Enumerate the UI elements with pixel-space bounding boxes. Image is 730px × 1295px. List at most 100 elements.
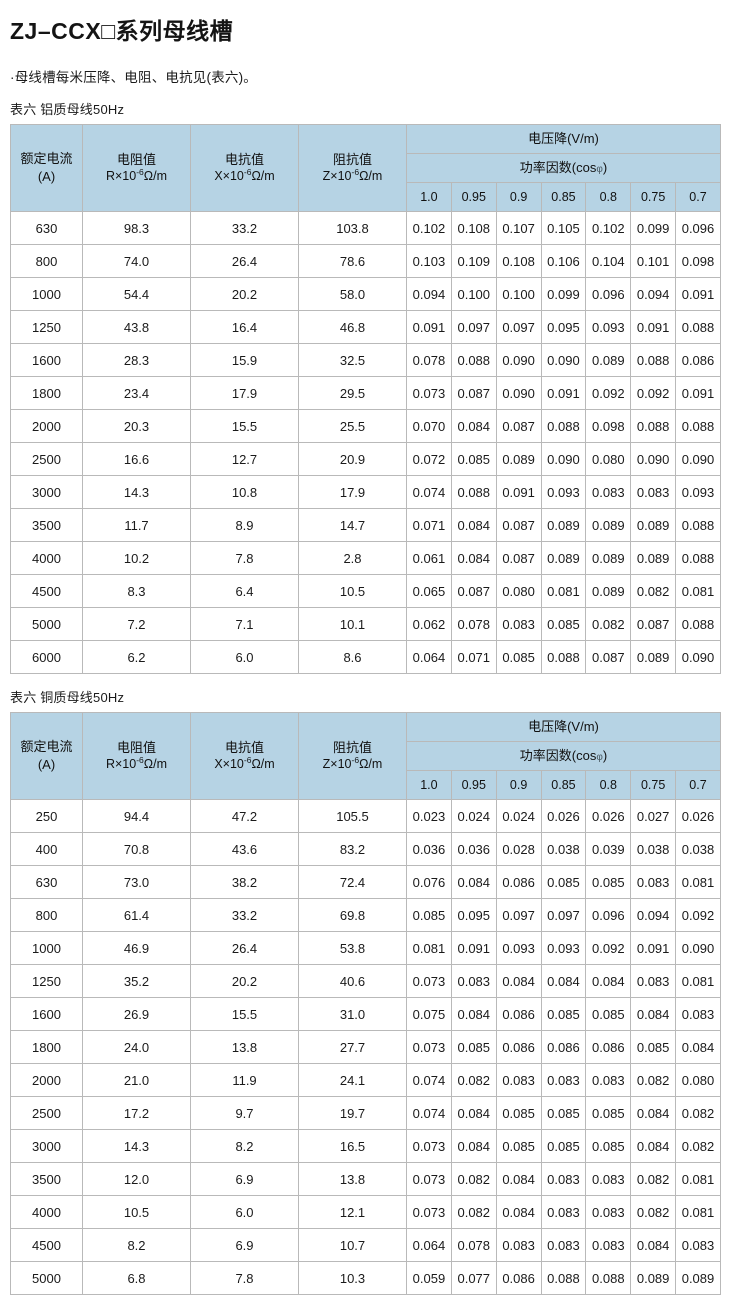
unit-suffix: Ω/m [143,169,168,184]
cell-rated-current: 1600 [10,997,83,1031]
cell-voltage-drop-pf-3: 0.084 [495,964,542,998]
cell-voltage-drop-pf-4: 0.085 [540,1129,587,1163]
cell-voltage-drop-pf-3: 0.028 [495,832,542,866]
cell-resistance: 21.0 [82,1063,191,1097]
phi-symbol: φ [596,752,603,764]
cell-voltage-drop-pf-5: 0.083 [585,475,632,509]
cell-voltage-drop-pf-1: 0.059 [406,1261,452,1295]
cell-voltage-drop-pf-5: 0.083 [585,1195,632,1229]
cell-voltage-drop-pf-5: 0.039 [585,832,632,866]
cell-voltage-drop-pf-4: 0.090 [540,343,587,377]
cell-voltage-drop-pf-7: 0.089 [675,1261,721,1295]
cell-voltage-drop-pf-6: 0.089 [630,640,677,674]
cell-voltage-drop-pf-5: 0.092 [585,931,632,965]
cell-voltage-drop-pf-2: 0.084 [450,865,497,899]
cell-reactance: 43.6 [190,832,299,866]
cell-voltage-drop-pf-1: 0.070 [406,409,452,443]
cell-voltage-drop-pf-2: 0.085 [450,442,497,476]
header-pf-4: 0.85 [540,182,587,212]
cell-reactance: 7.1 [190,607,299,641]
cell-resistance: 43.8 [82,310,191,344]
cell-resistance: 73.0 [82,865,191,899]
cell-voltage-drop-pf-1: 0.064 [406,640,452,674]
cell-impedance: 53.8 [298,931,407,965]
header-impedance-name: 阻抗值 [332,151,372,167]
cell-voltage-drop-pf-1: 0.094 [406,277,452,311]
cell-voltage-drop-pf-6: 0.089 [630,1261,677,1295]
pf-label-prefix: 功率因数(cos [519,748,597,764]
cell-voltage-drop-pf-5: 0.086 [585,1030,632,1064]
cell-voltage-drop-pf-1: 0.073 [406,1030,452,1064]
cell-voltage-drop-pf-6: 0.094 [630,277,677,311]
cell-voltage-drop-pf-3: 0.086 [495,865,542,899]
cell-voltage-drop-pf-3: 0.083 [495,607,542,641]
cell-voltage-drop-pf-1: 0.074 [406,1096,452,1130]
cell-voltage-drop-pf-4: 0.093 [540,475,587,509]
cell-voltage-drop-pf-1: 0.065 [406,574,452,608]
cell-voltage-drop-pf-7: 0.090 [675,640,721,674]
cell-voltage-drop-pf-6: 0.091 [630,310,677,344]
cell-voltage-drop-pf-4: 0.099 [540,277,587,311]
cell-rated-current: 400 [10,832,83,866]
header-power-factor-values: 1.0 0.95 0.9 0.85 0.8 0.75 0.7 [11,182,721,212]
unit-prefix: R×10 [105,757,137,772]
cell-voltage-drop-pf-5: 0.098 [585,409,632,443]
header-resistance-name: 电阻值 [116,739,156,755]
cell-voltage-drop-pf-2: 0.077 [450,1261,497,1295]
cell-voltage-drop-pf-6: 0.082 [630,1162,677,1196]
cell-rated-current: 630 [10,211,83,245]
header-pf-6: 0.75 [630,770,677,800]
cell-voltage-drop-pf-1: 0.073 [406,376,452,410]
cell-voltage-drop-pf-7: 0.081 [675,964,721,998]
cell-voltage-drop-pf-2: 0.083 [450,964,497,998]
cell-voltage-drop-pf-2: 0.084 [450,541,497,575]
cell-reactance: 26.4 [190,244,299,278]
table-row: 250 94.4 47.2 105.5 0.023 0.024 0.024 0.026 0.02… [10,799,721,833]
cell-impedance: 10.7 [298,1228,407,1262]
table-row: 1600 26.9 15.5 31.0 0.075 0.084 0.086 0.085 0.08… [10,997,721,1031]
cell-rated-current: 4000 [10,1195,83,1229]
cell-voltage-drop-pf-3: 0.090 [495,376,542,410]
cell-resistance: 70.8 [82,832,191,866]
cell-rated-current: 3500 [10,508,83,542]
table-row: 800 74.0 26.4 78.6 0.103 0.109 0.108 0.106 0.104… [10,244,721,278]
cell-rated-current: 800 [10,244,83,278]
header-pf-7: 0.7 [675,770,721,800]
cell-voltage-drop-pf-6: 0.082 [630,574,677,608]
header-pf-1: 1.0 [406,182,452,212]
cell-voltage-drop-pf-4: 0.093 [540,931,587,965]
cell-reactance: 11.9 [190,1063,299,1097]
cell-voltage-drop-pf-2: 0.084 [450,997,497,1031]
table-row: 4000 10.2 7.8 2.8 0.061 0.084 0.087 0.089 0.089 0… [10,541,721,575]
cell-impedance: 105.5 [298,799,407,833]
table-row: 2000 21.0 11.9 24.1 0.074 0.082 0.083 0.083 0.08… [10,1063,721,1097]
unit-suffix: Ω/m [359,757,383,772]
cell-voltage-drop-pf-1: 0.036 [406,832,452,866]
table-body-copper: 250 94.4 47.2 105.5 0.023 0.024 0.024 0.026 0.02… [10,799,721,1295]
header-voltage-drop-group: 电压降(V/m) [406,124,721,154]
cell-reactance: 33.2 [190,898,299,932]
cell-voltage-drop-pf-2: 0.088 [450,475,497,509]
cell-voltage-drop-pf-1: 0.102 [406,211,452,245]
unit-exponent: -6 [136,167,144,178]
cell-voltage-drop-pf-6: 0.082 [630,1063,677,1097]
cell-resistance: 7.2 [82,607,191,641]
cell-voltage-drop-pf-2: 0.085 [450,1030,497,1064]
table-header: 额定电流 (A) 电阻值 R×10-6Ω/m 电抗值 X×10-6Ω/m 阻抗值… [10,124,721,212]
cell-voltage-drop-pf-2: 0.109 [450,244,497,278]
cell-impedance: 13.8 [298,1162,407,1196]
header-impedance-unit: Z×10-6Ω/m [299,168,406,185]
cell-reactance: 6.9 [190,1228,299,1262]
cell-voltage-drop-pf-7: 0.088 [675,508,721,542]
cell-impedance: 10.5 [298,574,407,608]
cell-voltage-drop-pf-4: 0.089 [540,508,587,542]
cell-voltage-drop-pf-2: 0.087 [450,376,497,410]
cell-voltage-drop-pf-5: 0.096 [585,277,632,311]
cell-voltage-drop-pf-4: 0.085 [540,865,587,899]
table-copper-busbar: 额定电流 (A) 电阻值 R×10-6Ω/m 电抗值 X×10-6Ω/m 阻抗值… [10,712,721,1295]
cell-voltage-drop-pf-3: 0.097 [495,898,542,932]
cell-rated-current: 6000 [10,640,83,674]
table-row: 4500 8.2 6.9 10.7 0.064 0.078 0.083 0.083 0.083 0… [10,1228,721,1262]
cell-resistance: 14.3 [82,1129,191,1163]
cell-rated-current: 2000 [10,409,83,443]
